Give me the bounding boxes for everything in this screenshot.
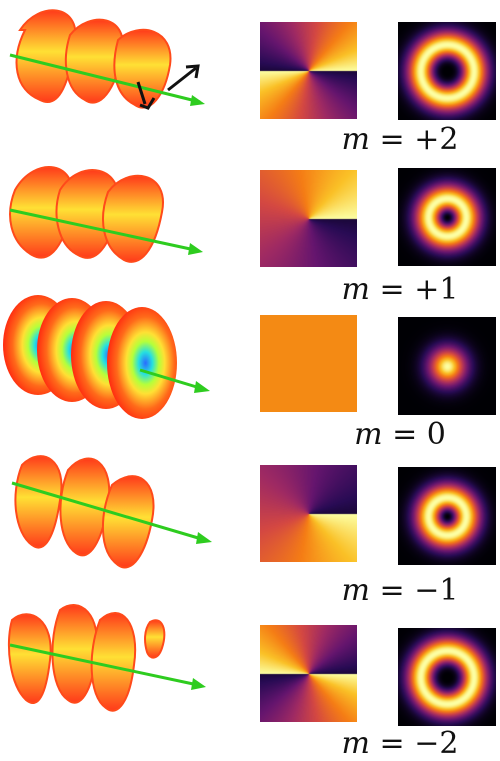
helical-wavefront-m-minus-2 <box>7 604 206 712</box>
intensity-profile-m-minus-2 <box>398 628 496 726</box>
planar-wavefront-m-0 <box>3 295 210 419</box>
mode-label-m-minus-2: m = −2 <box>341 726 459 761</box>
phase-profile-m-0 <box>260 315 357 412</box>
phase-profile-m-minus-1 <box>260 465 357 562</box>
phase-profile-m-minus-2 <box>260 625 357 722</box>
mode-row-m-plus-1: m = +1 <box>0 150 500 307</box>
beam-axis-arrow <box>9 643 199 687</box>
phase-profile-m-plus-1 <box>260 170 357 267</box>
intensity-profile-m-plus-1 <box>398 168 496 266</box>
phase-profile-m-plus-2 <box>260 22 357 119</box>
beam-axis-arrowhead <box>194 381 210 393</box>
beam-axis-arrowhead <box>191 678 206 690</box>
mode-label-m-minus-1: m = −1 <box>341 573 459 608</box>
beam-axis-arrow <box>139 368 201 390</box>
mode-label-m-0: m = 0 <box>354 417 446 452</box>
beam-axis-arrow <box>9 53 201 104</box>
beam-axis-arrowhead <box>196 532 212 544</box>
intensity-profile-m-minus-1 <box>398 467 496 565</box>
mode-label-m-plus-1: m = +1 <box>341 272 459 307</box>
mode-row-m-minus-1: m = −1 <box>0 445 500 608</box>
beam-axis-arrowhead <box>190 95 205 106</box>
mode-row-m-plus-2: m = +2 <box>0 0 500 157</box>
beam-axis-arrowhead <box>188 243 203 255</box>
intensity-profile-m-0 <box>398 317 496 415</box>
beam-axis-arrow <box>9 208 196 252</box>
polarization-arrow-icon <box>136 64 200 110</box>
helical-wavefront-m-plus-2 <box>9 9 205 110</box>
beam-axis-arrow <box>11 481 206 542</box>
intensity-profile-m-plus-2 <box>398 22 496 120</box>
helical-wavefront-m-plus-1 <box>9 166 203 263</box>
mode-label-m-plus-2: m = +2 <box>341 122 459 157</box>
mode-row-m-minus-2: m = −2 <box>0 600 500 761</box>
mode-row-m-0: m = 0 <box>0 295 500 452</box>
helical-wavefront-m-minus-1 <box>11 455 212 569</box>
